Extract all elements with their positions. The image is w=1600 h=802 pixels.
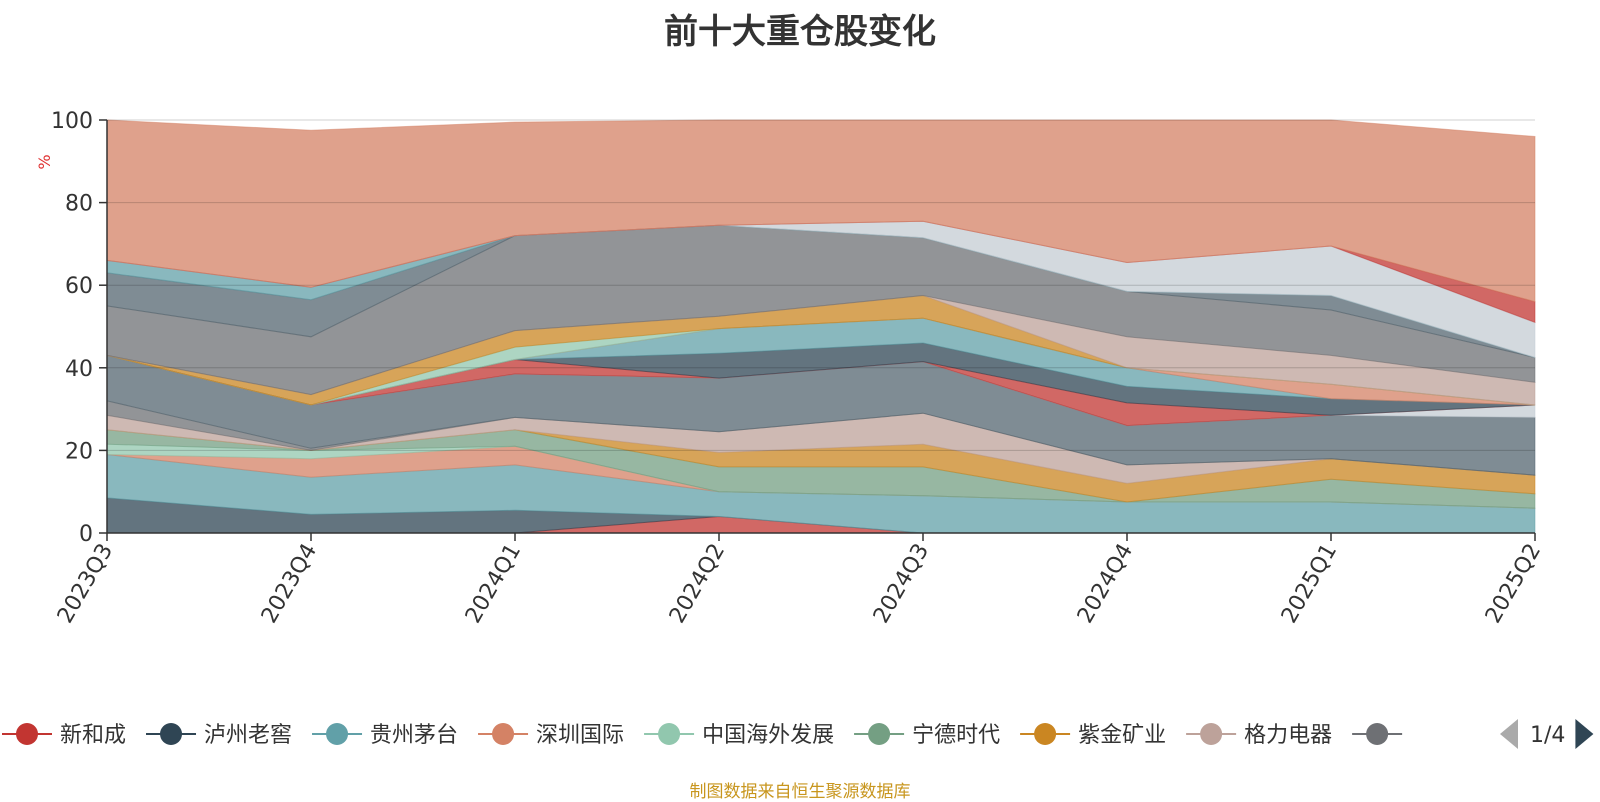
area-series-23 (106, 119, 1536, 303)
legend-page-indicator: 1/4 (1530, 723, 1565, 748)
legend-next-icon[interactable] (1575, 719, 1594, 749)
source-note: 制图数据来自恒生聚源数据库 (689, 782, 911, 802)
legend-label: 格力电器 (1244, 723, 1332, 748)
legend-marker (1366, 723, 1389, 745)
x-tick-label: 2024Q1 (461, 540, 526, 628)
legend-marker (492, 723, 515, 745)
x-tick-label: 2024Q3 (869, 540, 934, 628)
y-tick-label: 100 (51, 109, 93, 134)
chart-title: 前十大重仓股变化 (664, 12, 936, 52)
legend-marker (326, 723, 349, 745)
x-tick-label: 2024Q4 (1073, 540, 1138, 628)
y-tick-label: 60 (65, 274, 93, 299)
legend-marker (658, 723, 681, 745)
legend-item[interactable]: 新和成 (2, 723, 126, 748)
legend-marker (160, 723, 183, 745)
y-tick-label: 80 (65, 192, 93, 217)
grid-layer (107, 119, 1535, 451)
legend-item[interactable]: 格力电器 (1186, 723, 1332, 748)
x-tick-label: 2023Q3 (53, 540, 118, 628)
area-layer (106, 119, 1536, 534)
x-tick-label: 2025Q2 (1481, 540, 1546, 628)
x-tick-label: 2023Q4 (257, 540, 322, 628)
legend-label: 新和成 (60, 723, 126, 748)
x-tick-label: 2025Q1 (1277, 540, 1342, 628)
legend-item[interactable]: 深圳国际 (478, 723, 624, 748)
legend-label: 紫金矿业 (1078, 723, 1166, 748)
legend-label: 泸州老窖 (204, 723, 292, 748)
legend-item[interactable]: 宁德时代 (854, 723, 1000, 748)
legend-marker (868, 723, 891, 745)
legend-item[interactable]: 紫金矿业 (1020, 723, 1166, 748)
y-tick-label: 40 (65, 357, 93, 382)
legend-marker (1034, 723, 1057, 745)
legend-item[interactable]: 中国海外发展 (644, 723, 834, 748)
legend-label: 深圳国际 (536, 723, 624, 748)
y-tick-label: 0 (79, 522, 93, 547)
x-tick-label: 2024Q2 (665, 540, 730, 628)
legend-label: 宁德时代 (912, 723, 1000, 748)
legend-label: 中国海外发展 (702, 723, 834, 748)
legend-item[interactable] (1352, 723, 1403, 745)
legend-marker (16, 723, 38, 745)
legend-item[interactable]: 贵州茅台 (312, 723, 458, 748)
legend-marker (1200, 723, 1223, 745)
legend-item[interactable]: 泸州老窖 (146, 723, 292, 748)
legend-prev-icon[interactable] (1500, 719, 1518, 749)
y-tick-label: 20 (65, 439, 93, 464)
legend[interactable]: 新和成 泸州老窖 贵州茅台 深圳国际 中国海外发展 宁德时代 紫金矿业 格力电器 1/4 (2, 719, 1594, 749)
y-axis-label: % (35, 154, 54, 169)
legend-label: 贵州茅台 (370, 723, 458, 748)
